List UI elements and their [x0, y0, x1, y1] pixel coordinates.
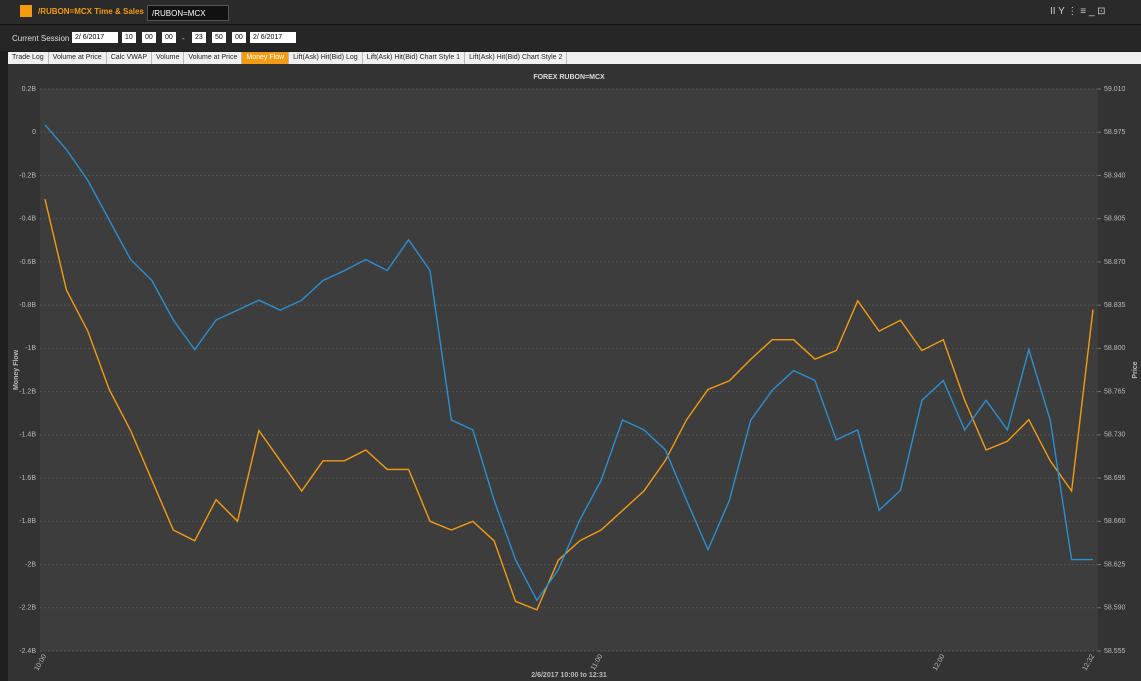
search-box[interactable]: /RUBON=MCX	[147, 5, 229, 21]
y2-axis-label: Price	[1132, 361, 1139, 378]
plot-area	[40, 89, 1098, 651]
title-bar: /RUBON=MCX Time & Sales /RUBON=MCX II Y …	[0, 0, 1141, 25]
y2-tick-label: 58.765	[1104, 388, 1126, 395]
tab[interactable]: Lift(Ask) Hit(Bid) Chart Style 1	[363, 52, 466, 64]
tab[interactable]: Calc VWAP	[107, 52, 152, 64]
series-line	[44, 199, 1094, 611]
y2-tick-label: 58.555	[1104, 648, 1126, 655]
app-title: /RUBON=MCX Time & Sales	[38, 7, 144, 16]
chart-title: FOREX RUBON=MCX	[533, 74, 605, 81]
time-field[interactable]: 50	[212, 32, 226, 43]
y-tick-label: -2B	[25, 561, 36, 568]
tab[interactable]: Volume at Price	[184, 52, 243, 64]
separator: -	[182, 34, 185, 43]
y-tick-label: -1.4B	[19, 432, 36, 439]
start-date[interactable]: 2/ 6/2017	[72, 32, 118, 43]
y-tick-label: -0.6B	[19, 259, 36, 266]
tab[interactable]: Lift(Ask) Hit(Bid) Chart Style 2	[465, 52, 568, 64]
window-icons[interactable]: II Y ⋮ ≡ _ ⊡	[1050, 6, 1106, 17]
y2-tick-label: 58.870	[1104, 259, 1126, 266]
time-field[interactable]: 00	[142, 32, 156, 43]
time-field[interactable]: 00	[232, 32, 246, 43]
tab-bar: Trade Log Volume at Price Calc VWAP Volume V…	[8, 52, 1141, 64]
y-tick-label: -1.2B	[19, 388, 36, 395]
y2-tick-label: 58.695	[1104, 475, 1126, 482]
y-tick-label: -0.4B	[19, 216, 36, 223]
app-icon	[20, 5, 32, 17]
y2-tick-label: 58.905	[1104, 216, 1126, 223]
y-tick-label: 0.2B	[22, 86, 37, 93]
time-field[interactable]: 10	[122, 32, 136, 43]
y2-tick-label: 58.975	[1104, 129, 1126, 136]
toolbar: Current Session 2/ 6/2017 10 00 00 - 23 …	[0, 25, 1141, 51]
y-tick-label: -0.2B	[19, 172, 36, 179]
y-tick-label: -0.8B	[19, 302, 36, 309]
y-axis-label: Money Flow	[13, 349, 20, 390]
y2-tick-label: 59.010	[1104, 86, 1126, 93]
tab[interactable]: Trade Log	[8, 52, 49, 64]
y-tick-label: -1.6B	[19, 475, 36, 482]
y2-tick-label: 58.625	[1104, 561, 1126, 568]
y-tick-label: 0	[32, 129, 36, 136]
y-tick-label: -1.8B	[19, 518, 36, 525]
y2-tick-label: 58.730	[1104, 432, 1126, 439]
y-tick-label: -1B	[25, 345, 36, 352]
y2-tick-label: 58.590	[1104, 605, 1126, 612]
end-date[interactable]: 2/ 6/2017	[250, 32, 296, 43]
chart: FOREX RUBON=MCX 2/6/2017 10:00 to 12:31 …	[8, 64, 1141, 681]
time-field[interactable]: 23	[192, 32, 206, 43]
x-axis-label: 2/6/2017 10:00 to 12:31	[531, 672, 607, 679]
y2-tick-label: 58.660	[1104, 518, 1126, 525]
y2-tick-label: 58.940	[1104, 172, 1126, 179]
session-label[interactable]: Current Session	[12, 34, 70, 43]
tab[interactable]: Volume	[152, 52, 185, 64]
series-line	[44, 124, 1093, 602]
time-field[interactable]: 00	[162, 32, 176, 43]
y2-tick-label: 58.800	[1104, 345, 1126, 352]
search-text: /RUBON=MCX	[152, 9, 206, 18]
y-tick-label: -2.4B	[19, 648, 36, 655]
y-tick-label: -2.2B	[19, 605, 36, 612]
tab[interactable]: Volume at Price	[49, 52, 107, 64]
y2-tick-label: 58.835	[1104, 302, 1126, 309]
tab[interactable]: Money Flow	[242, 52, 290, 64]
tab[interactable]: Lift(Ask) Hit(Bid) Log	[289, 52, 363, 64]
